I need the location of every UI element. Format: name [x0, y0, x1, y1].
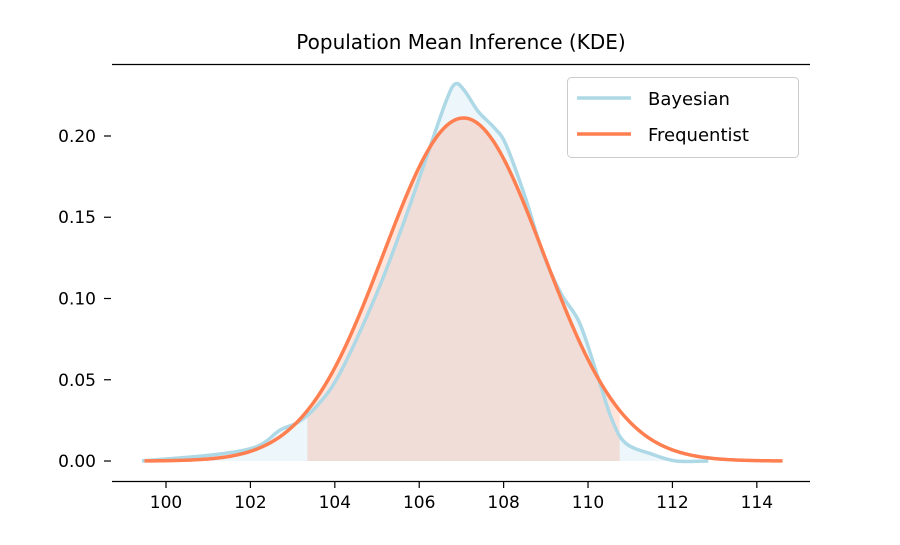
- x-tick-label: 106: [403, 493, 435, 513]
- x-tick-label: 112: [656, 493, 688, 513]
- x-tick-label: 104: [319, 493, 351, 513]
- chart-title: Population Mean Inference (KDE): [296, 30, 625, 54]
- y-tick-label: 0.15: [58, 208, 96, 228]
- legend: Bayesian Frequentist: [567, 77, 799, 158]
- x-tick-label: 108: [487, 493, 519, 513]
- legend-label-frequentist: Frequentist: [648, 125, 749, 146]
- x-tick-label: 110: [572, 493, 604, 513]
- y-tick-label: 0.10: [58, 290, 96, 310]
- bayesian-fill: [141, 83, 709, 462]
- legend-label-bayesian: Bayesian: [648, 89, 730, 110]
- x-tick-label: 102: [234, 493, 266, 513]
- x-tick-label: 100: [150, 493, 182, 513]
- y-tick-label: 0.20: [58, 127, 96, 147]
- frequentist-ci-fill: [307, 117, 620, 462]
- x-tick-label: 114: [741, 493, 773, 513]
- y-tick-label: 0.05: [58, 371, 96, 391]
- y-tick-label: 0.00: [58, 452, 96, 472]
- frequentist-line: [144, 116, 783, 463]
